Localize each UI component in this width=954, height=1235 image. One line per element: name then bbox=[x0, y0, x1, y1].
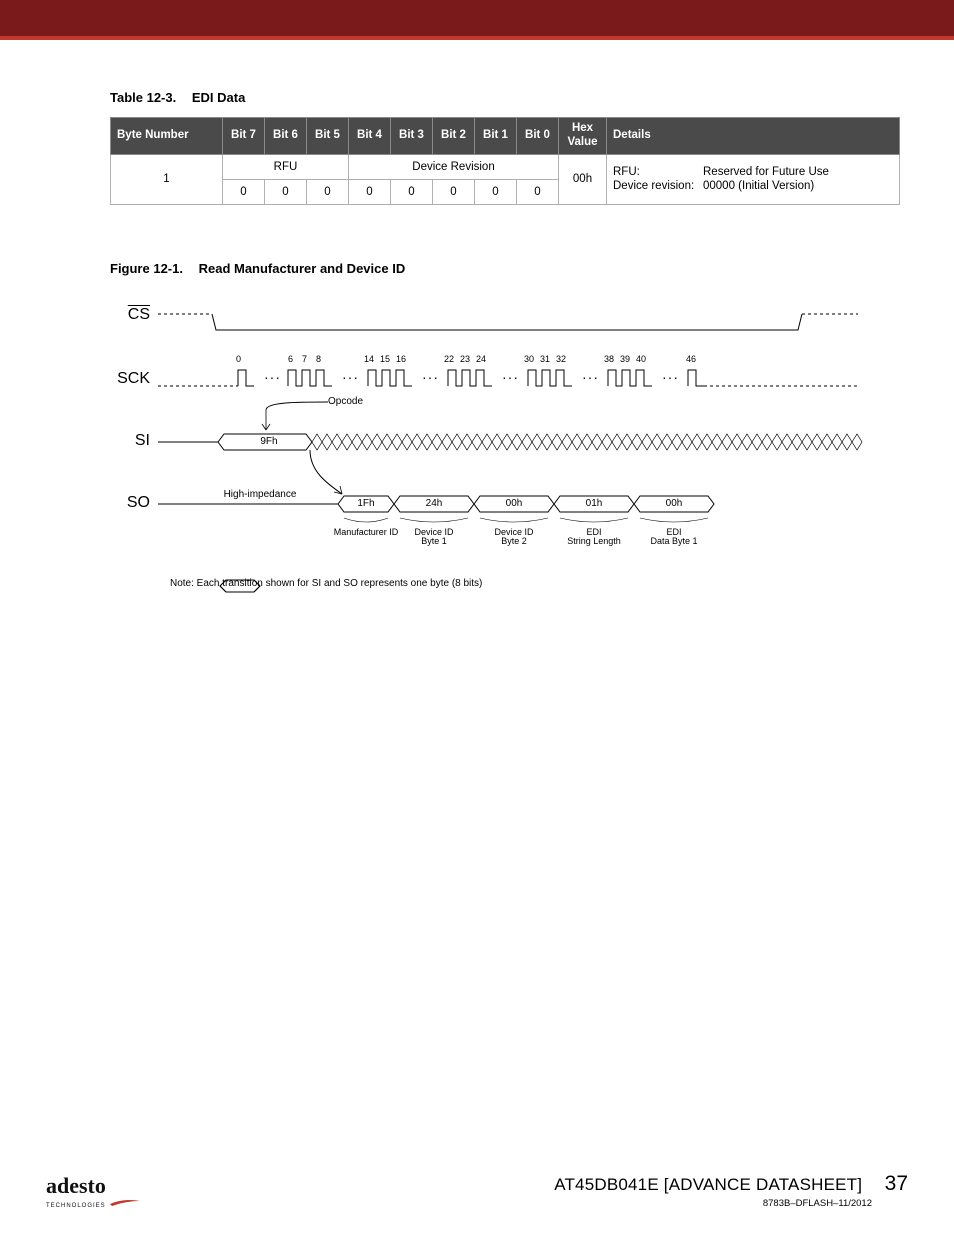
note-hex-icon bbox=[218, 578, 262, 594]
doc-title: AT45DB041E [ADVANCE DATASHEET] bbox=[554, 1175, 862, 1194]
sck-tick: 6 bbox=[288, 354, 293, 364]
so-byte-value: 01h bbox=[574, 498, 614, 509]
sck-tick: 0 bbox=[236, 354, 241, 364]
th-bit: Bit 4 bbox=[349, 118, 391, 155]
sck-tick: 7 bbox=[302, 354, 307, 364]
signal-label-sck: SCK bbox=[110, 370, 150, 388]
sck-tick: 39 bbox=[620, 354, 630, 364]
figure-caption: Figure 12-1. Read Manufacturer and Devic… bbox=[110, 261, 908, 276]
cell-byte-number: 1 bbox=[111, 154, 223, 204]
so-byte-desc: EDIString Length bbox=[554, 528, 634, 548]
th-bit: Bit 1 bbox=[475, 118, 517, 155]
th-bit: Bit 2 bbox=[433, 118, 475, 155]
so-byte-value: 1Fh bbox=[346, 498, 386, 509]
th-bit: Bit 3 bbox=[391, 118, 433, 155]
page-reference: AT45DB041E [ADVANCE DATASHEET] 37 8783B–… bbox=[554, 1172, 908, 1209]
table-caption-title: EDI Data bbox=[192, 90, 245, 105]
page-content: Table 12-3. EDI Data Byte Number Bit 7 B… bbox=[0, 40, 954, 622]
sck-tick: 24 bbox=[476, 354, 486, 364]
timing-svg: ··· ··· ··· ··· ··· ··· bbox=[158, 302, 870, 562]
signal-label-cs: CS bbox=[110, 306, 150, 324]
figure-caption-num: Figure 12-1. bbox=[110, 261, 183, 276]
so-byte-desc: EDIData Byte 1 bbox=[634, 528, 714, 548]
page-number: 37 bbox=[885, 1172, 908, 1195]
signal-label-si: SI bbox=[110, 432, 150, 450]
doc-id: 8783B–DFLASH–11/2012 bbox=[554, 1198, 872, 1209]
figure-caption-title: Read Manufacturer and Device ID bbox=[199, 261, 406, 276]
sck-tick: 8 bbox=[316, 354, 321, 364]
so-byte-desc: Device IDByte 1 bbox=[394, 528, 474, 548]
details-key: RFU: bbox=[613, 166, 703, 178]
so-byte-value: 00h bbox=[494, 498, 534, 509]
cell-details: RFU: Reserved for Future Use Device revi… bbox=[607, 154, 900, 204]
details-val: Reserved for Future Use bbox=[703, 166, 893, 178]
th-bit: Bit 7 bbox=[223, 118, 265, 155]
th-hex-label: HexValue bbox=[567, 122, 597, 148]
svg-text:···: ··· bbox=[422, 369, 439, 385]
sck-tick: 15 bbox=[380, 354, 390, 364]
figure-note: Note: Each transition shown for SI and S… bbox=[170, 578, 482, 589]
sck-tick: 38 bbox=[604, 354, 614, 364]
cell-group-rfu: RFU bbox=[223, 154, 349, 179]
timing-diagram: CS SCK SI SO ··· ··· bbox=[110, 302, 870, 622]
logo-text: adesto bbox=[46, 1173, 106, 1198]
cell-bit: 0 bbox=[391, 179, 433, 204]
svg-text:···: ··· bbox=[582, 369, 599, 385]
sck-tick: 14 bbox=[364, 354, 374, 364]
table-header-row: Byte Number Bit 7 Bit 6 Bit 5 Bit 4 Bit … bbox=[111, 118, 900, 155]
sck-tick: 23 bbox=[460, 354, 470, 364]
cell-bit: 0 bbox=[307, 179, 349, 204]
details-val: 00000 (Initial Version) bbox=[703, 180, 893, 192]
svg-text:···: ··· bbox=[264, 369, 281, 385]
so-byte-value: 00h bbox=[654, 498, 694, 509]
svg-text:···: ··· bbox=[662, 369, 679, 385]
cell-bit: 0 bbox=[517, 179, 559, 204]
th-bit: Bit 6 bbox=[265, 118, 307, 155]
sck-tick: 32 bbox=[556, 354, 566, 364]
so-byte-desc: Device IDByte 2 bbox=[474, 528, 554, 548]
details-key: Device revision: bbox=[613, 180, 703, 192]
sck-tick: 16 bbox=[396, 354, 406, 364]
logo-subtext: TECHNOLOGIES bbox=[46, 1203, 106, 1209]
svg-text:···: ··· bbox=[502, 369, 519, 385]
sck-tick: 30 bbox=[524, 354, 534, 364]
cell-bit: 0 bbox=[475, 179, 517, 204]
page-footer: adesto TECHNOLOGIES AT45DB041E [ADVANCE … bbox=[0, 1172, 954, 1209]
header-bar bbox=[0, 0, 954, 40]
so-hiz-label: High-impedance bbox=[200, 489, 320, 500]
svg-text:···: ··· bbox=[342, 369, 359, 385]
sck-tick: 22 bbox=[444, 354, 454, 364]
logo-swoosh-icon bbox=[110, 1198, 144, 1206]
th-bit: Bit 0 bbox=[517, 118, 559, 155]
sck-tick: 40 bbox=[636, 354, 646, 364]
note-suffix: shown for SI and SO represents one byte … bbox=[266, 578, 483, 589]
si-opcode-value: 9Fh bbox=[254, 436, 284, 447]
table-caption-num: Table 12-3. bbox=[110, 90, 176, 105]
opcode-label-text: Opcode bbox=[328, 396, 378, 407]
cell-bit: 0 bbox=[433, 179, 475, 204]
cell-bit: 0 bbox=[223, 179, 265, 204]
company-logo: adesto TECHNOLOGIES bbox=[46, 1176, 144, 1209]
cell-bit: 0 bbox=[265, 179, 307, 204]
signal-label-so: SO bbox=[110, 494, 150, 512]
th-byte-number: Byte Number bbox=[111, 118, 223, 155]
cell-group-rev: Device Revision bbox=[349, 154, 559, 179]
cell-bit: 0 bbox=[349, 179, 391, 204]
th-hex: HexValue bbox=[559, 118, 607, 155]
edi-data-table: Byte Number Bit 7 Bit 6 Bit 5 Bit 4 Bit … bbox=[110, 117, 900, 205]
so-byte-value: 24h bbox=[414, 498, 454, 509]
th-details: Details bbox=[607, 118, 900, 155]
cell-hex: 00h bbox=[559, 154, 607, 204]
table-row: 1 RFU Device Revision 00h RFU: Reserved … bbox=[111, 154, 900, 179]
sck-tick: 31 bbox=[540, 354, 550, 364]
table-caption: Table 12-3. EDI Data bbox=[110, 90, 908, 105]
th-bit: Bit 5 bbox=[307, 118, 349, 155]
sck-tick: 46 bbox=[686, 354, 696, 364]
